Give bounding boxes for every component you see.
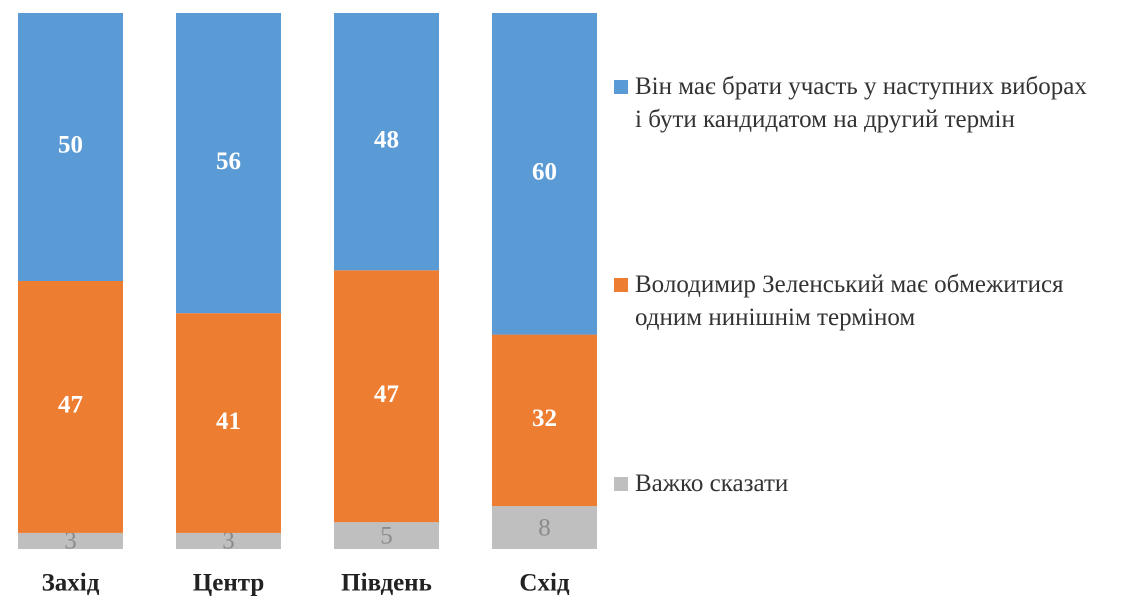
value-label: 47: [58, 392, 83, 419]
legend-label: Володимир Зеленський має обмежитися одни…: [635, 271, 1064, 331]
bar-segment: [334, 270, 439, 523]
bar-segment: [176, 313, 281, 533]
value-label: 60: [532, 159, 557, 186]
bar-segment: [492, 506, 597, 549]
legend-marker: [614, 477, 628, 491]
x-tick-label: Центр: [193, 570, 264, 597]
bar-segment: [334, 522, 439, 549]
value-label: 47: [374, 381, 399, 408]
value-label: 50: [58, 132, 83, 159]
x-tick-label: Захід: [42, 570, 100, 597]
value-label: 3: [64, 528, 77, 555]
value-label: 56: [216, 148, 241, 175]
bar-segment: [492, 13, 597, 335]
bar-segment: [176, 532, 281, 549]
bar-segment: [18, 13, 123, 281]
bar-segment: [18, 281, 123, 533]
legend-label: Він має брати участь у наступних виборах…: [635, 73, 1087, 133]
legend-marker: [614, 278, 628, 292]
value-label: 41: [216, 408, 241, 435]
bar-segment: [18, 532, 123, 549]
value-label: 32: [532, 405, 557, 432]
value-label: 3: [222, 528, 235, 555]
x-tick-label: Схід: [519, 570, 570, 597]
bar-segment: [334, 13, 439, 271]
legend-marker: [614, 80, 628, 94]
legend-label: Важко сказати: [635, 470, 789, 497]
value-label: 5: [380, 522, 393, 549]
bar-segment: [176, 13, 281, 314]
value-label: 8: [538, 514, 551, 541]
value-label: 48: [374, 126, 399, 153]
x-tick-label: Південь: [341, 570, 432, 597]
bar-segment: [492, 334, 597, 507]
